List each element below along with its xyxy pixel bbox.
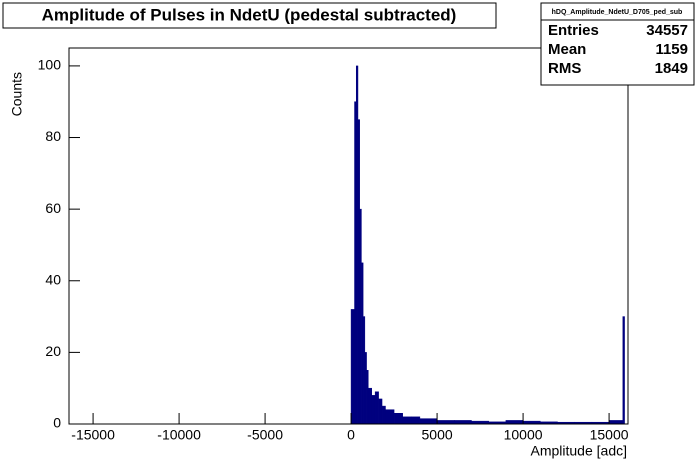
bar (411, 416, 421, 425)
bar (378, 398, 383, 425)
bar (622, 316, 625, 425)
bar (505, 420, 524, 425)
bar (361, 262, 364, 425)
y-tick-label: 20 (45, 343, 61, 359)
bar (366, 370, 369, 425)
bar (374, 391, 379, 425)
bar (419, 418, 438, 425)
bar (385, 409, 395, 425)
stats-title: hDQ_Amplitude_NdetU_D705_ped_sub (552, 9, 683, 16)
bar (350, 309, 355, 425)
y-tick-label: 60 (45, 200, 61, 216)
stats-value: 34557 (646, 22, 688, 39)
stats-label: RMS (548, 60, 581, 77)
bar (364, 352, 367, 425)
x-tick-label: -5000 (247, 427, 283, 443)
bar (362, 316, 366, 425)
bar (393, 413, 403, 425)
stats-label: Entries (548, 22, 599, 39)
y-tick-label: 0 (53, 415, 61, 431)
bar (357, 119, 360, 425)
x-tick-label: 15000 (590, 427, 629, 443)
stats-value: 1159 (655, 41, 688, 58)
x-tick-label: -15000 (71, 427, 115, 443)
stats-rows: Entries 34557 Mean 1159 RMS 1849 (548, 22, 688, 77)
chart-title: Amplitude of Pulses in NdetU (pedestal s… (42, 5, 457, 24)
bar (381, 405, 386, 425)
stats-label: Mean (548, 41, 586, 58)
bar (402, 416, 412, 425)
x-tick-label: 0 (347, 427, 355, 443)
stats-value: 1849 (655, 60, 688, 77)
bar (355, 65, 359, 425)
x-axis-label: Amplitude [adc] (531, 443, 628, 459)
bar (368, 387, 372, 425)
frame (68, 47, 629, 425)
x-tick-label: -10000 (157, 427, 201, 443)
bar (608, 420, 624, 425)
plot-area (350, 65, 625, 425)
stats-box (540, 2, 695, 86)
y-tick-label: 80 (45, 128, 61, 144)
bar (354, 101, 357, 425)
y-tick-label: 40 (45, 271, 61, 287)
bar (359, 208, 362, 425)
bar (454, 420, 472, 425)
x-tick-label: 5000 (422, 427, 453, 443)
bar (436, 420, 455, 425)
y-tick-label: 100 (38, 57, 62, 73)
y-axis-label: Counts (9, 72, 25, 116)
bar (371, 395, 376, 425)
title-box (2, 2, 497, 29)
x-tick-label: 10000 (504, 427, 543, 443)
